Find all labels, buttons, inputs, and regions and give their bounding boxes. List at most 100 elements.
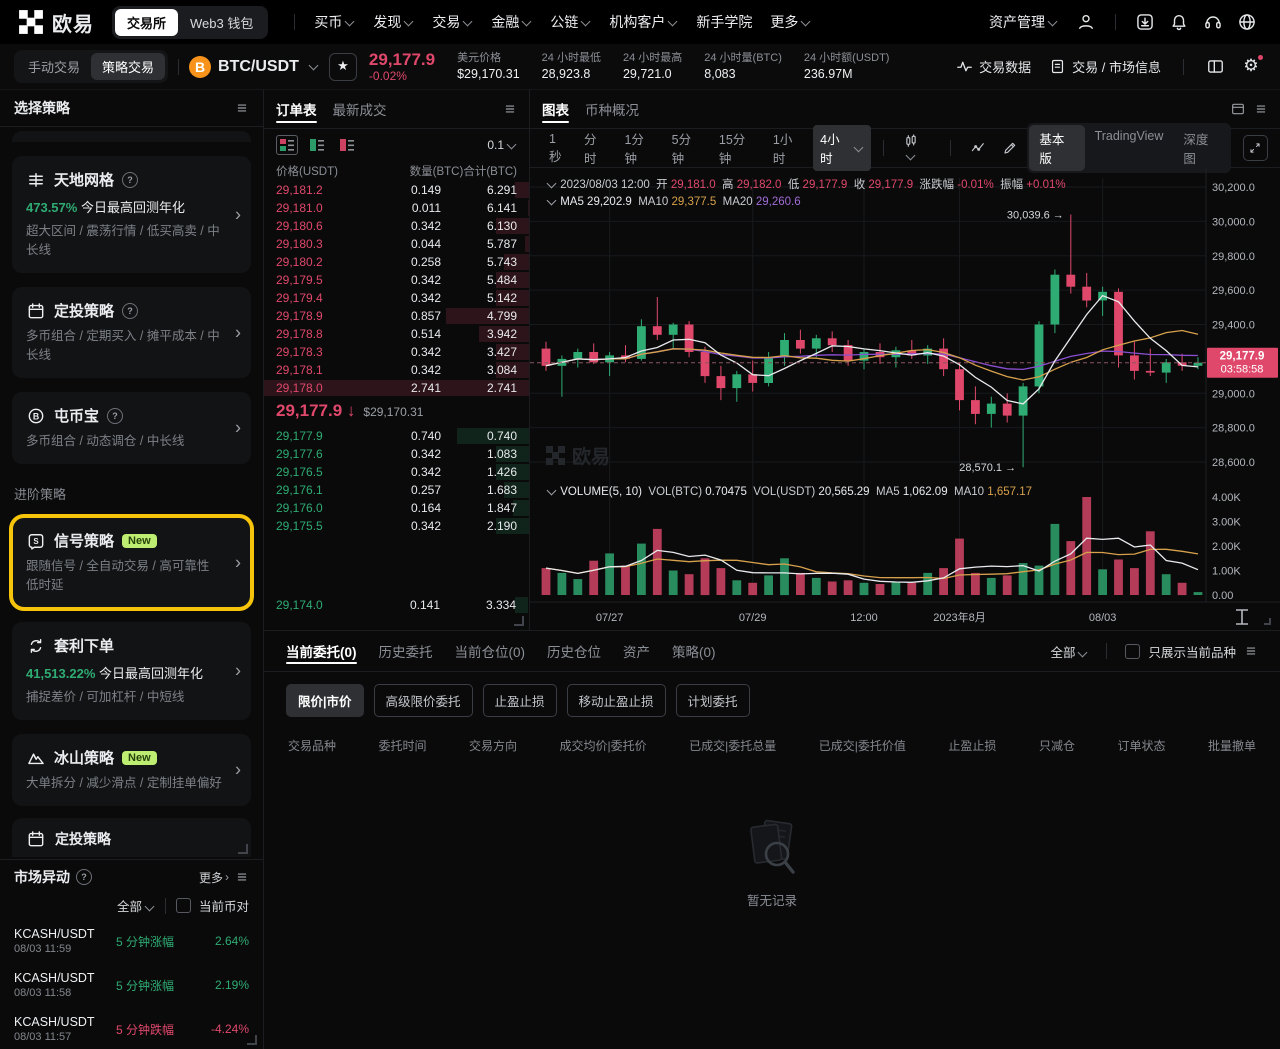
timeframe-0[interactable]: 1秒 (549, 131, 562, 164)
orderbook-ask-row[interactable]: 29,178.8 0.514 3.942 (264, 325, 529, 343)
nav-item-1[interactable]: 发现 (364, 12, 423, 32)
orderbook-bid-row[interactable]: 29,177.9 0.740 0.740 (264, 427, 529, 445)
bottom-tab-3[interactable]: 历史仓位 (547, 645, 601, 660)
measure-tool[interactable] (1236, 609, 1248, 625)
orderbook-tab-0[interactable]: 订单表 (276, 89, 317, 129)
notifications-button[interactable] (1164, 7, 1194, 37)
bottom-tab-2[interactable]: 当前仓位(0) (454, 645, 526, 660)
settings-button[interactable]: ⚙ (1236, 52, 1266, 82)
chart-type-dropdown[interactable] (896, 129, 938, 167)
nav-item-4[interactable]: 公链 (541, 12, 600, 32)
strategy-card-3[interactable]: S 信号策略 New 跟随信号 / 全自动交易 / 高可靠性 低时延 › (9, 514, 254, 611)
orderbook-bid-row[interactable]: 29,176.1 0.257 1.683 (264, 481, 529, 499)
okx-logo[interactable]: 欧易 (18, 8, 94, 37)
market-info-link[interactable]: 交易 / 市场信息 (1043, 57, 1167, 76)
nav-item-2[interactable]: 交易 (423, 12, 482, 32)
market-mover-row-0[interactable]: KCASH/USDT 08/03 11:59 5 分钟涨幅 2.64% (0, 919, 263, 963)
orderbook-bid-row[interactable]: 29,175.5 0.342 2.190 (264, 517, 529, 535)
resize-corner[interactable] (514, 616, 524, 626)
show-current-only-checkbox[interactable] (1125, 643, 1141, 659)
market-movers-more-link[interactable]: 更多 › (198, 870, 229, 885)
timeframe-5[interactable]: 1小时 (772, 133, 793, 166)
trading-data-link[interactable]: 交易数据 (950, 57, 1037, 76)
view-mode-1[interactable]: TradingView (1094, 129, 1164, 143)
language-button[interactable] (1232, 7, 1262, 37)
timeframe-2[interactable]: 1分钟 (624, 133, 644, 166)
chart-tab-1[interactable]: 币种概况 (585, 103, 639, 118)
timeframe-selected[interactable]: 4小时 (813, 125, 872, 171)
indicators-button[interactable] (963, 136, 993, 160)
favorite-button[interactable]: ★ (328, 52, 357, 81)
view-bids-button[interactable] (306, 135, 328, 155)
strategy-card-1[interactable]: 定投策略? 多币组合 / 定期买入 / 摊平成本 / 中长线 › (12, 287, 251, 378)
orderbook-ask-row[interactable]: 29,178.9 0.857 4.799 (264, 307, 529, 325)
orderbook-ask-row[interactable]: 29,178.3 0.342 3.427 (264, 343, 529, 361)
toggle-exchange[interactable]: 交易所 (115, 8, 179, 36)
toggle-web3-wallet[interactable]: Web3 钱包 (190, 15, 254, 31)
view-mode-0[interactable]: 基本版 (1029, 125, 1085, 171)
orderbook-ask-row[interactable]: 29,181.2 0.149 6.291 (264, 181, 529, 199)
orderbook-ask-row[interactable]: 29,180.2 0.258 5.743 (264, 253, 529, 271)
download-button[interactable] (1130, 7, 1160, 37)
timeframe-1[interactable]: 分时 (584, 133, 597, 166)
view-asks-button[interactable] (336, 135, 358, 155)
fullscreen-button[interactable] (1242, 135, 1268, 161)
current-pair-checkbox[interactable] (175, 898, 191, 913)
bottom-tab-0[interactable]: 当前委托(0) (286, 630, 357, 672)
mode-manual-trading[interactable]: 手动交易 (28, 60, 81, 75)
orderbook-tab-1[interactable]: 最新成交 (332, 103, 387, 118)
order-type-2[interactable]: 止盈止损 (482, 684, 557, 717)
order-type-4[interactable]: 计划委托 (675, 684, 750, 717)
precision-dropdown[interactable]: 0.1 (487, 138, 517, 152)
order-type-0[interactable]: 限价|市价 (286, 684, 364, 717)
chart-plot-area[interactable]: 2023/08/03 12:00 开 29,181.0 高 29,182.0 低… (530, 168, 1280, 632)
orderbook-bid-row[interactable]: 29,174.0 0.141 3.334 (264, 596, 528, 614)
chevron-down-icon (144, 901, 155, 912)
market-mover-row-1[interactable]: KCASH/USDT 08/03 11:58 5 分钟涨幅 2.19% (0, 963, 263, 1007)
candlestick-chart[interactable]: 欧易 30,039.6 → 28,570.1 → 29,177.903:58:58 30… (530, 168, 1280, 632)
orderbook-ask-row[interactable]: 29,180.3 0.044 5.787 (264, 235, 529, 253)
view-both-sides-button[interactable] (276, 135, 298, 155)
orderbook-bid-row[interactable]: 29,177.6 0.342 1.083 (264, 445, 529, 463)
strategy-card-5[interactable]: 冰山策略 New 大单拆分 / 减少滑点 / 定制挂单偏好 › (12, 734, 251, 806)
bottom-tab-5[interactable]: 策略(0) (672, 645, 716, 660)
bottom-tab-4[interactable]: 资产 (623, 645, 650, 660)
orderbook-bid-row[interactable]: 29,176.0 0.164 1.847 (264, 499, 529, 517)
orderbook-ask-row[interactable]: 29,179.4 0.342 5.142 (264, 289, 529, 307)
nav-item-7[interactable]: 更多 (761, 12, 820, 32)
draw-button[interactable] (995, 136, 1025, 160)
orderbook-ask-row[interactable]: 29,179.5 0.342 5.484 (264, 271, 529, 289)
order-type-3[interactable]: 移动止盈止损 (566, 684, 666, 717)
orderbook-ask-row[interactable]: 29,178.0 2.741 2.741 (264, 379, 529, 397)
nav-item-6[interactable]: 新手学院 (687, 12, 761, 32)
timeframe-4[interactable]: 15分钟 (718, 133, 746, 166)
bottom-filter-all-dropdown[interactable]: 全部 (1050, 642, 1088, 661)
resize-corner[interactable] (247, 1035, 257, 1045)
nav-item-0[interactable]: 买币 (305, 12, 364, 32)
timeframe-3[interactable]: 5分钟 (671, 133, 692, 166)
orderbook-ask-row[interactable]: 29,178.1 0.342 3.084 (264, 361, 529, 379)
nav-item-3[interactable]: 金融 (482, 12, 541, 32)
user-button[interactable] (1071, 7, 1101, 37)
layout-button[interactable] (1200, 52, 1230, 82)
view-mode-2[interactable]: 深度图 (1183, 133, 1209, 166)
orderbook-last-price[interactable]: 29,177.9 ↓ $29,170.31 (264, 397, 529, 427)
nav-item-5[interactable]: 机构客户 (600, 12, 687, 32)
pair-selector[interactable]: B BTC/USDT (189, 55, 319, 78)
bottom-tab-1[interactable]: 历史委托 (378, 645, 433, 660)
orderbook-bid-row[interactable]: 29,176.5 0.342 1.426 (264, 463, 529, 481)
orderbook-ask-row[interactable]: 29,180.6 0.342 6.130 (264, 217, 529, 235)
strategy-card-0[interactable]: 天地网格? 473.57% 今日最高回测年化 超大区间 / 震荡行情 / 低买高卖 … (12, 156, 251, 273)
pinned-strategy-card[interactable]: 定投策略 (12, 818, 251, 857)
support-button[interactable] (1198, 7, 1228, 37)
chart-tab-0[interactable]: 图表 (542, 89, 569, 129)
strategy-card-2[interactable]: B 屯币宝? 多币组合 / 动态调仓 / 中长线 › (12, 392, 251, 464)
order-type-1[interactable]: 高级限价委托 (373, 684, 473, 717)
mode-strategy-trading[interactable]: 策略交易 (91, 53, 166, 80)
resize-corner[interactable] (238, 844, 248, 854)
strategy-card-4[interactable]: 套利下单 41,513.22% 今日最高回测年化 捕捉差价 / 可加杠杆 / 中短线… (12, 622, 251, 720)
asset-management-menu[interactable]: 资产管理 (980, 12, 1067, 32)
orderbook-ask-row[interactable]: 29,181.0 0.011 6.141 (264, 199, 529, 217)
market-mover-row-2[interactable]: KCASH/USDT 08/03 11:57 5 分钟跌幅 -4.24% (0, 1007, 263, 1049)
filter-all-dropdown[interactable]: 全部 (117, 896, 155, 915)
